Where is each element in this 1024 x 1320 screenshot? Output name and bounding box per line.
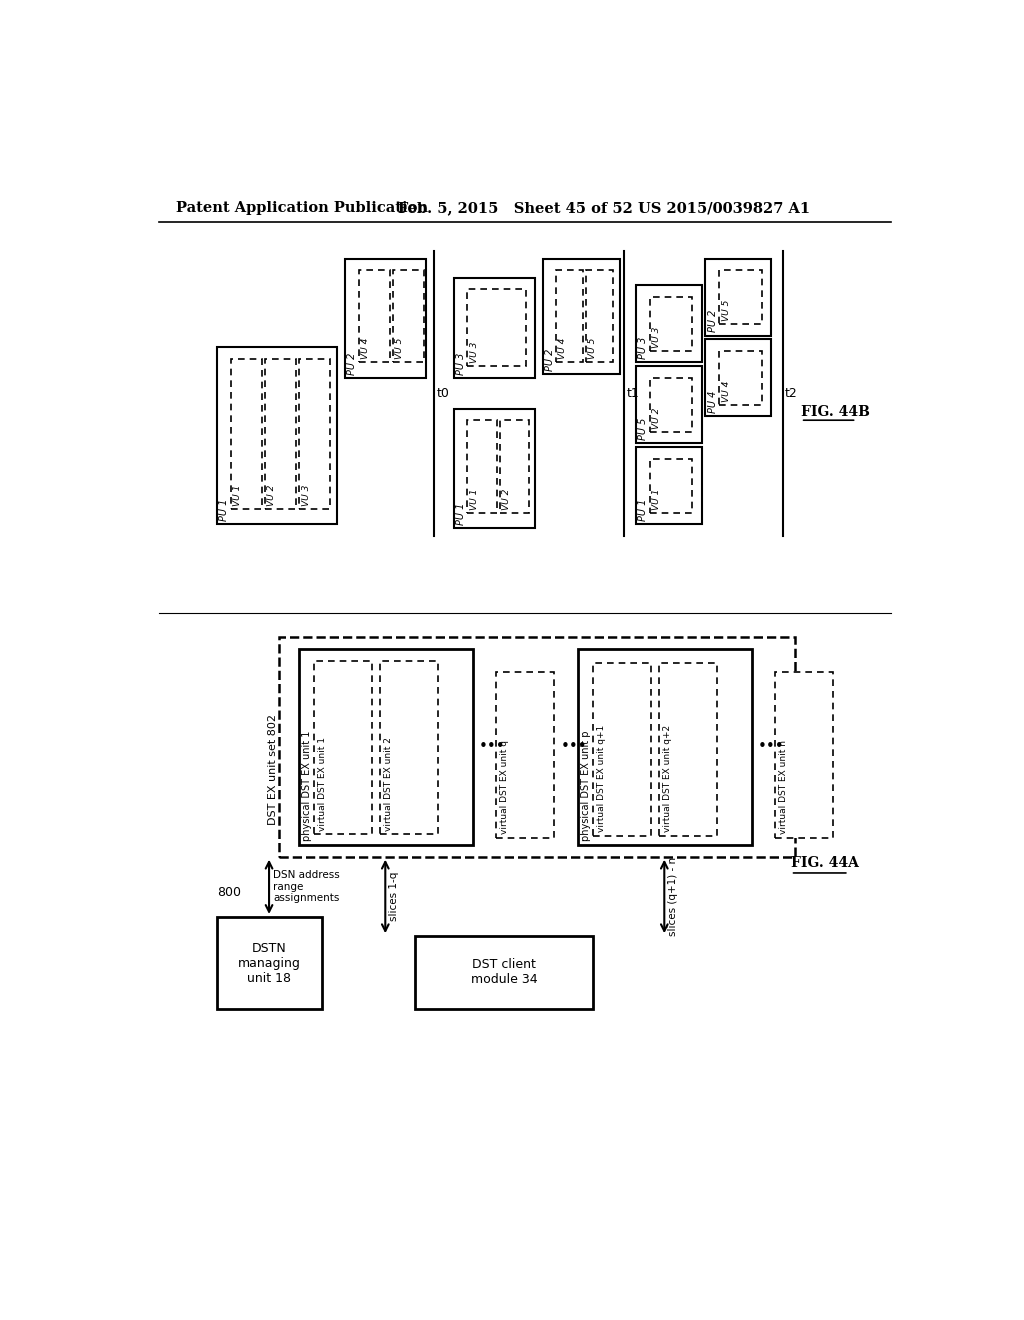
Bar (467, 420, 497, 512)
Text: t1: t1 (627, 387, 639, 400)
Text: virtual DST EX unit 1: virtual DST EX unit 1 (317, 737, 327, 830)
Text: virtual DST EX unit 2: virtual DST EX unit 2 (384, 737, 393, 830)
Text: DSTN
managing
unit 18: DSTN managing unit 18 (238, 941, 300, 985)
Bar (719, 271, 762, 323)
Text: Patent Application Publication: Patent Application Publication (176, 202, 428, 215)
Bar (649, 378, 692, 432)
Bar (636, 285, 701, 363)
Bar (578, 649, 752, 845)
Text: VU 3: VU 3 (652, 326, 660, 348)
Bar (658, 663, 717, 836)
Text: t2: t2 (785, 387, 798, 400)
Bar (593, 663, 651, 836)
Bar (415, 936, 593, 1010)
Bar (265, 359, 296, 508)
Text: •••: ••• (758, 739, 784, 754)
Bar (500, 420, 529, 512)
Text: PU 2: PU 2 (347, 352, 357, 375)
Text: VU 2: VU 2 (503, 488, 511, 510)
Text: VU 3: VU 3 (470, 342, 479, 363)
Text: slices (q+1) - n: slices (q+1) - n (669, 857, 678, 936)
Text: PU 1: PU 1 (456, 503, 466, 525)
Bar (586, 271, 613, 363)
Bar (299, 359, 331, 508)
Text: PU 5: PU 5 (638, 418, 648, 441)
Text: physical DST EX unit p: physical DST EX unit p (582, 731, 592, 841)
Text: VU 4: VU 4 (722, 380, 731, 401)
Bar (649, 459, 692, 512)
Bar (393, 271, 424, 363)
Text: virtual DST EX unit n: virtual DST EX unit n (779, 739, 788, 834)
Text: •••: ••• (560, 739, 587, 754)
Bar (556, 271, 583, 363)
Bar (636, 367, 701, 444)
Bar (380, 661, 438, 834)
Bar (345, 259, 426, 378)
Text: VU 4: VU 4 (361, 338, 371, 359)
Bar (231, 359, 262, 508)
Bar (467, 289, 525, 367)
Text: •••: ••• (479, 739, 506, 754)
Bar (636, 447, 701, 524)
Text: PU 1: PU 1 (638, 499, 648, 521)
Text: PU 3: PU 3 (456, 352, 466, 375)
Bar (314, 661, 372, 834)
Bar (217, 917, 322, 1010)
Text: FIG. 44A: FIG. 44A (791, 855, 858, 870)
Bar (454, 409, 535, 528)
Text: PU 2: PU 2 (708, 310, 718, 333)
Text: slices 1-q: slices 1-q (389, 871, 399, 921)
Text: Feb. 5, 2015   Sheet 45 of 52: Feb. 5, 2015 Sheet 45 of 52 (397, 202, 633, 215)
Text: PU 2: PU 2 (545, 348, 555, 371)
Text: VU 5: VU 5 (722, 300, 731, 321)
Text: US 2015/0039827 A1: US 2015/0039827 A1 (638, 202, 810, 215)
Bar (706, 259, 771, 335)
Text: virtual DST EX unit q+1: virtual DST EX unit q+1 (597, 725, 606, 832)
Text: VU 4: VU 4 (558, 338, 567, 359)
Text: virtual DST EX unit q: virtual DST EX unit q (500, 739, 509, 834)
Bar (719, 351, 762, 405)
Text: VU 5: VU 5 (589, 338, 597, 359)
Bar (775, 672, 834, 838)
Text: VU 1: VU 1 (470, 488, 479, 510)
Text: VU 5: VU 5 (395, 338, 404, 359)
Text: FIG. 44B: FIG. 44B (801, 405, 869, 420)
Text: PU 1: PU 1 (219, 499, 229, 521)
Bar (280, 638, 795, 857)
Text: t0: t0 (436, 387, 450, 400)
Text: VU 1: VU 1 (233, 484, 243, 506)
Text: virtual DST EX unit q+2: virtual DST EX unit q+2 (663, 725, 672, 832)
Text: physical DST EX unit 1: physical DST EX unit 1 (302, 731, 312, 841)
Bar (496, 672, 554, 838)
Bar (706, 339, 771, 416)
Text: VU 3: VU 3 (302, 484, 310, 506)
Text: PU 3: PU 3 (638, 337, 648, 359)
Bar (649, 297, 692, 351)
Bar (217, 347, 337, 524)
Text: DSN address
range
assignments: DSN address range assignments (273, 870, 340, 903)
Bar (454, 277, 535, 378)
Bar (359, 271, 390, 363)
Text: DST client
module 34: DST client module 34 (471, 958, 538, 986)
Text: VU 2: VU 2 (652, 408, 660, 429)
Text: PU 4: PU 4 (708, 391, 718, 413)
Text: DST EX unit set 802: DST EX unit set 802 (268, 714, 278, 825)
Bar (299, 649, 473, 845)
Text: 800: 800 (217, 886, 241, 899)
Bar (543, 259, 621, 374)
Text: VU 2: VU 2 (267, 484, 276, 506)
Text: VU 1: VU 1 (652, 488, 660, 510)
